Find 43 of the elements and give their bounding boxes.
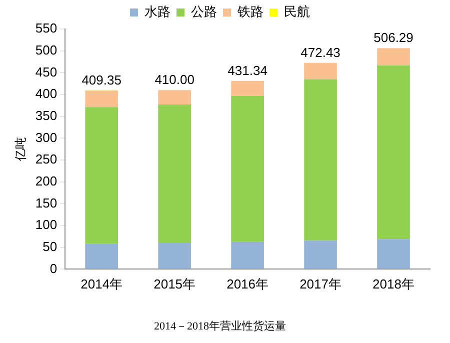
bar	[158, 104, 191, 243]
bar	[158, 90, 191, 105]
bar	[85, 90, 118, 108]
y-tick-label: 500	[35, 42, 58, 58]
bar	[304, 62, 337, 80]
y-tick-label: 50	[42, 238, 58, 254]
x-tick-label: 2017年	[300, 276, 342, 292]
legend-label: 铁路	[236, 4, 264, 20]
legend-label: 水路	[144, 4, 170, 20]
total-label: 506.29	[374, 30, 414, 46]
y-tick-label: 100	[35, 217, 58, 232]
y-tick-label: 400	[35, 86, 58, 102]
y-tick-label: 150	[35, 195, 58, 210]
y-tick-label: 250	[35, 152, 58, 167]
legend-label: 民航	[284, 4, 310, 20]
y-tick-label: 550	[35, 20, 58, 36]
bar	[377, 48, 410, 66]
bar	[158, 242, 191, 269]
bar	[231, 80, 264, 96]
total-label: 410.00	[154, 72, 194, 88]
bar	[85, 107, 118, 244]
text: 2014－2018年营业性货运量	[154, 319, 286, 332]
total-label: 472.43	[300, 44, 340, 60]
y-axis-title: 亿吨	[14, 137, 28, 162]
x-tick-label: 2016年	[226, 276, 269, 292]
y-tick-label: 300	[35, 130, 58, 145]
bar	[377, 239, 410, 269]
bar	[377, 65, 410, 240]
total-label: 431.34	[228, 62, 268, 78]
bar	[231, 96, 264, 242]
y-tick-label: 0	[50, 260, 58, 276]
bar	[85, 244, 118, 269]
bar	[304, 240, 337, 269]
legend-label: 公路	[191, 4, 217, 20]
x-tick-label: 2015年	[154, 276, 196, 292]
x-tick-label: 2014年	[80, 276, 123, 292]
y-tick-label: 450	[35, 64, 58, 80]
x-tick-label: 2018年	[372, 276, 414, 292]
total-label: 409.35	[82, 72, 122, 88]
y-tick-label: 200	[35, 173, 58, 188]
bar	[304, 79, 337, 240]
bar	[231, 242, 264, 269]
y-tick-label: 350	[35, 108, 58, 123]
